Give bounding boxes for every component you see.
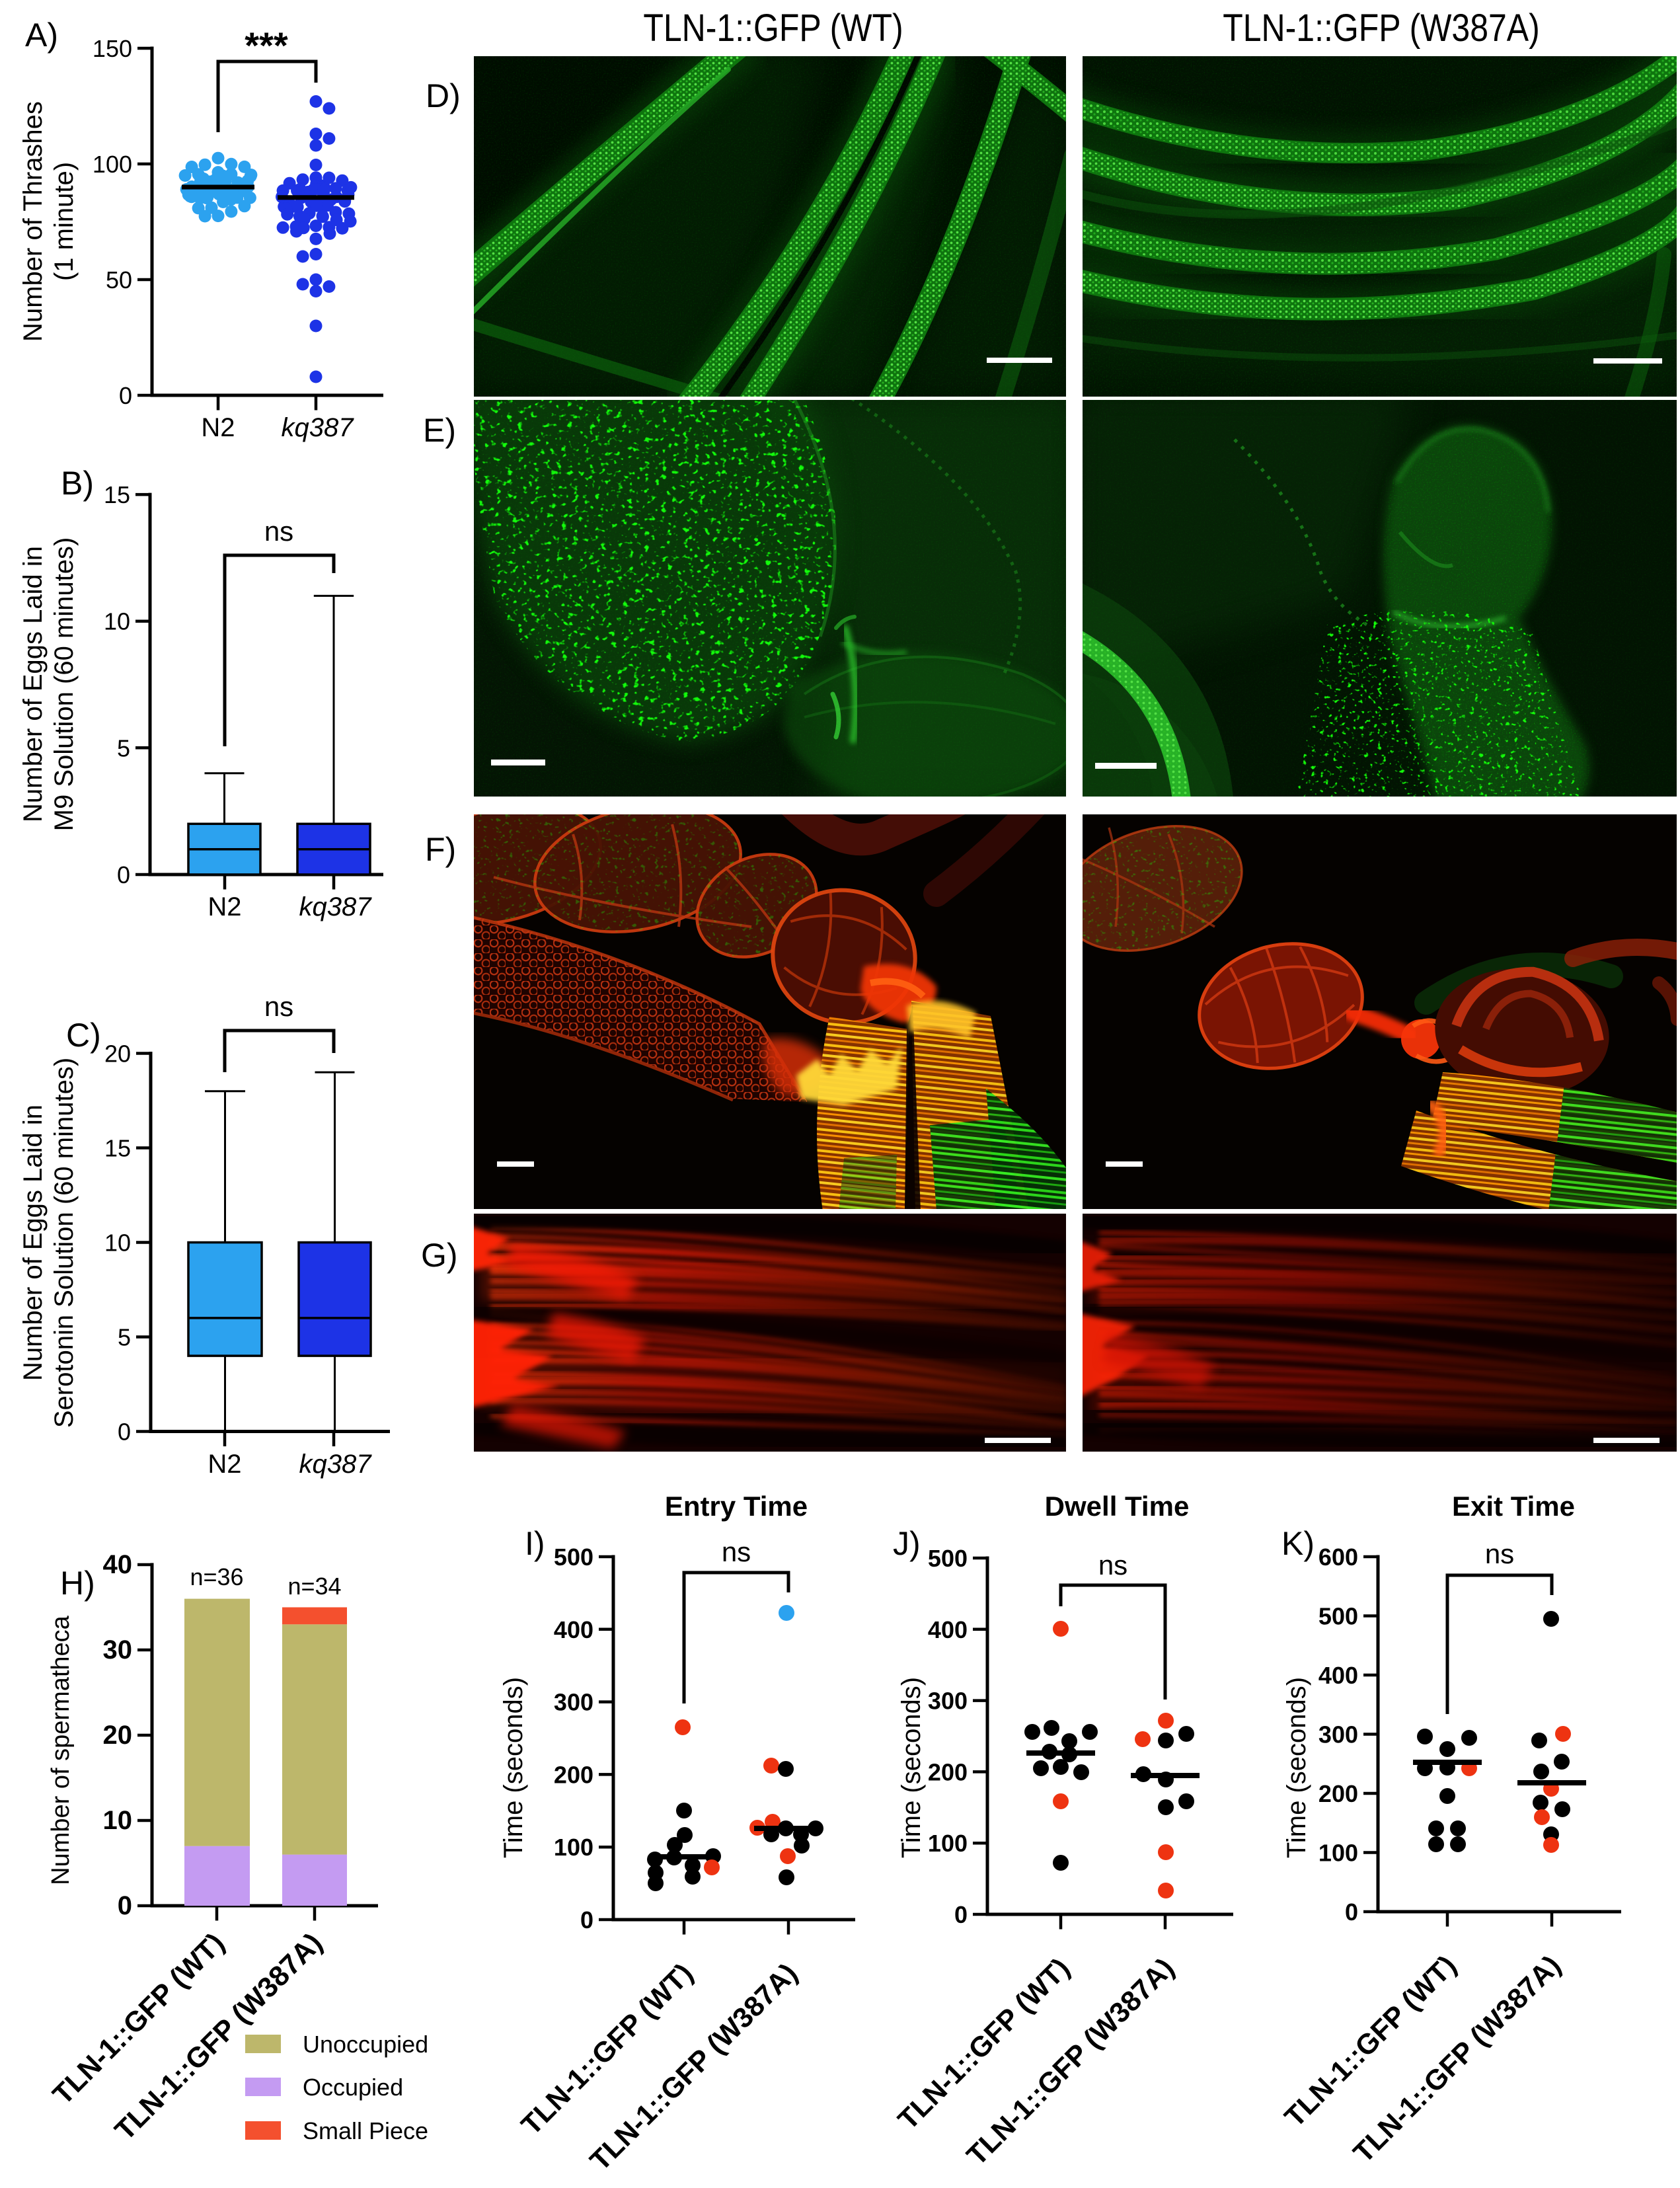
svg-text:M9 Solution (60 minutes): M9 Solution (60 minutes): [50, 537, 79, 832]
svg-text:15: 15: [104, 481, 130, 508]
svg-text:10: 10: [104, 608, 130, 635]
svg-text:TLN-1::GFP (W387A): TLN-1::GFP (W387A): [1223, 7, 1540, 50]
svg-text:400: 400: [554, 1616, 593, 1643]
svg-text:Number of Eggs Laid in: Number of Eggs Laid in: [19, 1105, 48, 1381]
svg-text:100: 100: [554, 1834, 593, 1861]
svg-text:100: 100: [93, 151, 132, 178]
svg-text:H): H): [60, 1565, 95, 1602]
svg-text:K): K): [1281, 1525, 1315, 1562]
svg-text:20: 20: [103, 1721, 133, 1750]
svg-text:0: 0: [119, 382, 132, 409]
svg-text:200: 200: [1318, 1780, 1358, 1807]
svg-text:F): F): [425, 831, 456, 868]
svg-text:N2: N2: [208, 1450, 241, 1479]
svg-text:E): E): [423, 412, 456, 449]
svg-text:Entry Time: Entry Time: [665, 1491, 808, 1522]
svg-text:0: 0: [954, 1901, 968, 1928]
svg-text:300: 300: [1318, 1721, 1358, 1748]
svg-text:Number of spermatheca: Number of spermatheca: [47, 1615, 75, 1885]
svg-text:J): J): [893, 1525, 921, 1562]
svg-text:N2: N2: [208, 892, 241, 921]
svg-text:N2: N2: [201, 413, 235, 442]
svg-text:ns: ns: [264, 991, 293, 1022]
svg-text:***: ***: [245, 24, 288, 66]
svg-text:Serotonin Solution (60 minutes: Serotonin Solution (60 minutes): [50, 1058, 79, 1428]
svg-text:ns: ns: [1098, 1549, 1127, 1581]
svg-text:100: 100: [928, 1830, 968, 1857]
svg-text:600: 600: [1318, 1543, 1358, 1571]
svg-text:400: 400: [1318, 1662, 1358, 1689]
svg-text:ns: ns: [722, 1536, 751, 1567]
svg-text:C): C): [66, 1017, 101, 1054]
svg-text:D): D): [426, 77, 461, 114]
svg-text:Dwell Time: Dwell Time: [1045, 1491, 1190, 1522]
svg-text:15: 15: [104, 1135, 131, 1162]
svg-text:10: 10: [104, 1230, 131, 1257]
svg-text:300: 300: [928, 1688, 968, 1715]
svg-text:kq387: kq387: [282, 413, 355, 442]
svg-text:TLN-1::GFP (WT): TLN-1::GFP (WT): [643, 7, 903, 50]
svg-text:(1 minute): (1 minute): [50, 162, 79, 281]
svg-text:kq387: kq387: [299, 1450, 373, 1479]
svg-text:ns: ns: [264, 516, 293, 547]
svg-text:0: 0: [118, 1891, 132, 1920]
svg-text:10: 10: [103, 1806, 133, 1835]
svg-text:400: 400: [928, 1616, 968, 1643]
svg-text:B): B): [61, 465, 94, 502]
svg-text:500: 500: [554, 1543, 593, 1571]
svg-text:500: 500: [1318, 1603, 1358, 1630]
svg-text:300: 300: [554, 1689, 593, 1716]
svg-text:Time (seconds): Time (seconds): [897, 1677, 926, 1858]
svg-text:Small Piece: Small Piece: [303, 2117, 428, 2144]
svg-text:Exit Time: Exit Time: [1452, 1491, 1575, 1522]
svg-text:Number of Thrashes: Number of Thrashes: [19, 101, 48, 342]
svg-text:40: 40: [103, 1550, 133, 1579]
svg-text:kq387: kq387: [299, 892, 373, 921]
svg-text:50: 50: [106, 266, 132, 293]
svg-text:A): A): [25, 17, 58, 54]
svg-text:5: 5: [118, 1324, 131, 1351]
svg-text:100: 100: [1318, 1840, 1358, 1867]
svg-text:Occupied: Occupied: [303, 2074, 403, 2101]
svg-text:n=36: n=36: [190, 1563, 243, 1590]
svg-text:n=34: n=34: [287, 1573, 341, 1600]
svg-text:G): G): [421, 1237, 458, 1274]
svg-text:Number of Eggs Laid in: Number of Eggs Laid in: [19, 546, 48, 822]
svg-text:Unoccupied: Unoccupied: [303, 2031, 428, 2058]
svg-text:0: 0: [580, 1906, 593, 1934]
svg-text:500: 500: [928, 1545, 968, 1572]
svg-text:Time (seconds): Time (seconds): [499, 1677, 528, 1858]
svg-text:0: 0: [118, 1419, 131, 1446]
svg-text:20: 20: [104, 1040, 131, 1068]
svg-text:I): I): [525, 1525, 545, 1562]
svg-text:Time (seconds): Time (seconds): [1282, 1677, 1311, 1858]
svg-text:ns: ns: [1485, 1538, 1514, 1569]
svg-text:5: 5: [117, 734, 130, 762]
svg-text:150: 150: [93, 35, 132, 62]
svg-text:30: 30: [103, 1635, 133, 1664]
svg-text:0: 0: [117, 861, 130, 888]
svg-text:200: 200: [928, 1758, 968, 1785]
svg-text:0: 0: [1345, 1898, 1358, 1926]
svg-text:200: 200: [554, 1761, 593, 1788]
